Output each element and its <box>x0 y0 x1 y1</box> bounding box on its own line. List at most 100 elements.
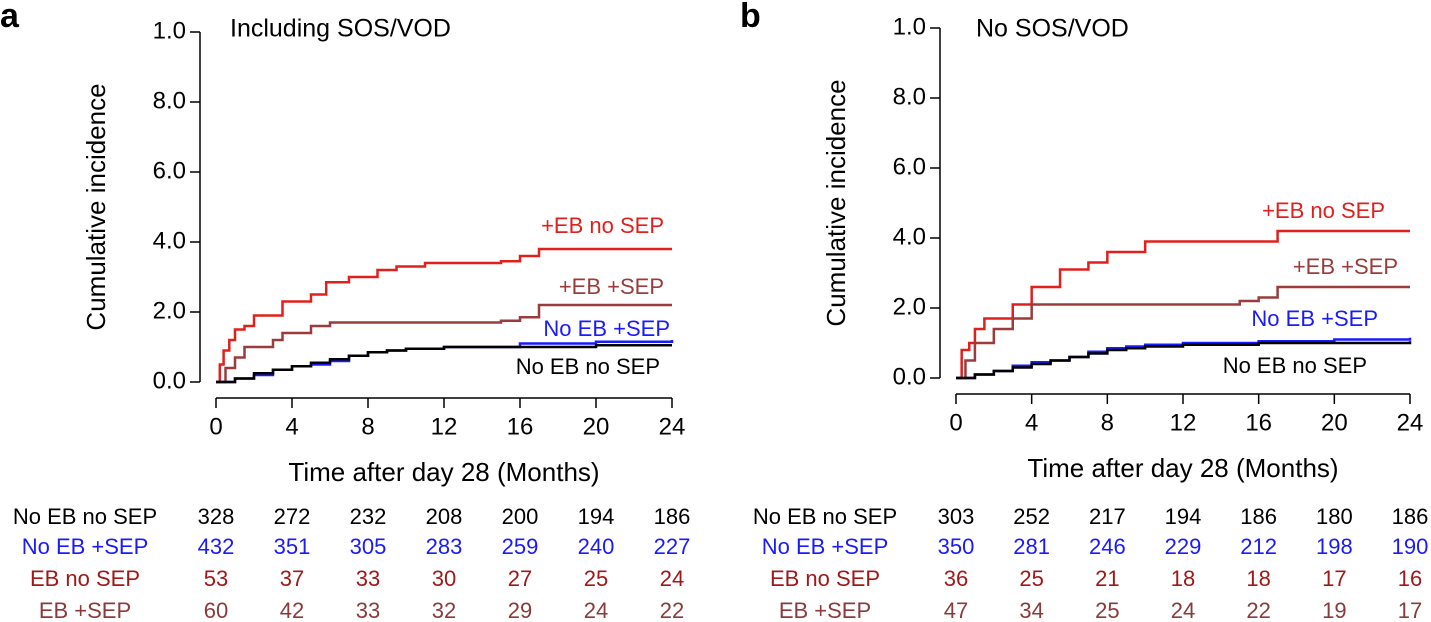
risk-count: 259 <box>502 534 539 559</box>
risk-count: 24 <box>660 566 684 591</box>
panel-label: a <box>0 0 20 35</box>
y-tick-label: 1.0 <box>893 13 926 40</box>
x-tick-label: 20 <box>1321 409 1348 436</box>
y-tick-label: 2.0 <box>893 293 926 320</box>
risk-count: 190 <box>1392 534 1429 559</box>
step-line <box>956 285 1410 380</box>
risk-count: 18 <box>1246 566 1270 591</box>
risk-count: 350 <box>938 534 975 559</box>
risk-count: 32 <box>432 598 456 622</box>
risk-count: 305 <box>350 534 387 559</box>
x-tick-label: 4 <box>1025 409 1038 436</box>
y-tick-label: 8.0 <box>153 87 186 114</box>
risk-count: 47 <box>944 598 968 622</box>
risk-count: 25 <box>1019 566 1043 591</box>
risk-count: 240 <box>578 534 615 559</box>
risk-count: 29 <box>508 598 532 622</box>
risk-count: 22 <box>1246 598 1270 622</box>
series-label: No EB no SEP <box>516 354 660 379</box>
risk-count: 303 <box>938 504 975 529</box>
x-tick-label: 0 <box>949 409 962 436</box>
step-line <box>216 344 672 384</box>
risk-row-label: EB +SEP <box>39 598 131 622</box>
y-tick-label: 4.0 <box>893 223 926 250</box>
x-tick-label: 8 <box>361 413 374 440</box>
y-tick-label: 1.0 <box>153 17 186 44</box>
step-line <box>216 303 672 384</box>
risk-count: 272 <box>274 504 311 529</box>
risk-count: 283 <box>426 534 463 559</box>
step-line <box>956 341 1412 380</box>
step-line <box>956 229 1410 380</box>
y-axis-label: Cumulative incidence <box>81 83 111 330</box>
risk-row-label: No EB +SEP <box>22 534 149 559</box>
step-line <box>216 247 672 384</box>
risk-count: 252 <box>1013 504 1050 529</box>
risk-count: 16 <box>1398 566 1422 591</box>
x-tick-label: 24 <box>659 413 686 440</box>
risk-count: 217 <box>1089 504 1126 529</box>
series-label: No EB +SEP <box>543 316 670 341</box>
risk-row-label: EB no SEP <box>30 566 140 591</box>
risk-count: 22 <box>660 598 684 622</box>
risk-row-label: EB +SEP <box>779 598 871 622</box>
risk-count: 246 <box>1089 534 1126 559</box>
chart-title: Including SOS/VOD <box>230 15 451 43</box>
risk-count: 432 <box>198 534 235 559</box>
y-tick-label: 6.0 <box>153 157 186 184</box>
risk-count: 24 <box>584 598 608 622</box>
x-tick-label: 12 <box>1170 409 1197 436</box>
series-label: +EB no SEP <box>541 213 664 238</box>
risk-count: 25 <box>1095 598 1119 622</box>
risk-count: 227 <box>654 534 691 559</box>
x-tick-label: 16 <box>507 413 534 440</box>
risk-count: 200 <box>502 504 539 529</box>
y-tick-label: 8.0 <box>893 83 926 110</box>
panel-label: b <box>740 0 761 35</box>
y-tick-label: 6.0 <box>893 153 926 180</box>
risk-count: 34 <box>1019 598 1043 622</box>
risk-count: 27 <box>508 566 532 591</box>
x-tick-label: 4 <box>285 413 298 440</box>
risk-count: 18 <box>1171 566 1195 591</box>
y-tick-label: 2.0 <box>153 297 186 324</box>
risk-count: 33 <box>356 566 380 591</box>
x-tick-label: 0 <box>209 413 222 440</box>
risk-count: 17 <box>1322 566 1346 591</box>
risk-row-label: No EB no SEP <box>753 504 897 529</box>
x-axis-label: Time after day 28 (Months) <box>1027 453 1338 483</box>
risk-count: 194 <box>1165 504 1202 529</box>
risk-row-label: EB no SEP <box>770 566 880 591</box>
risk-count: 180 <box>1316 504 1353 529</box>
risk-count: 36 <box>944 566 968 591</box>
risk-row-label: No EB +SEP <box>762 534 889 559</box>
x-tick-label: 16 <box>1245 409 1272 436</box>
risk-count: 60 <box>204 598 228 622</box>
chart-title: No SOS/VOD <box>976 15 1129 43</box>
risk-count: 229 <box>1165 534 1202 559</box>
risk-count: 186 <box>1240 504 1277 529</box>
series-label: +EB +SEP <box>1293 254 1398 279</box>
risk-count: 351 <box>274 534 311 559</box>
risk-count: 17 <box>1398 598 1422 622</box>
risk-count: 198 <box>1316 534 1353 559</box>
series-label: +EB +SEP <box>559 274 664 299</box>
risk-count: 281 <box>1013 534 1050 559</box>
y-tick-label: 0.0 <box>893 363 926 390</box>
x-tick-label: 8 <box>1101 409 1114 436</box>
risk-count: 42 <box>280 598 304 622</box>
risk-count: 232 <box>350 504 387 529</box>
y-axis-label: Cumulative incidence <box>821 79 851 326</box>
risk-count: 186 <box>654 504 691 529</box>
y-tick-label: 0.0 <box>153 367 186 394</box>
risk-count: 186 <box>1392 504 1429 529</box>
risk-count: 19 <box>1322 598 1346 622</box>
risk-count: 212 <box>1240 534 1277 559</box>
series-label: +EB no SEP <box>1262 198 1385 223</box>
risk-count: 194 <box>578 504 615 529</box>
risk-count: 24 <box>1171 598 1195 622</box>
risk-count: 53 <box>204 566 228 591</box>
risk-count: 30 <box>432 566 456 591</box>
risk-count: 33 <box>356 598 380 622</box>
